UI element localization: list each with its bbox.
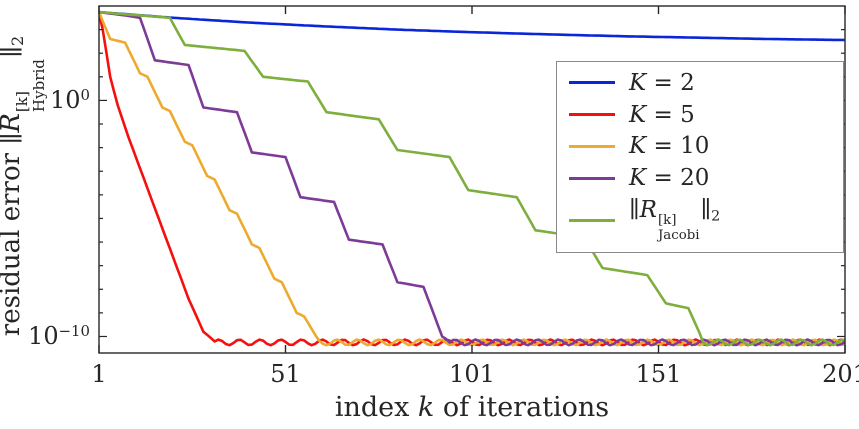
x-tick-label: 201 (822, 360, 859, 388)
math-part: ∥ (0, 46, 26, 58)
math-part: K (629, 133, 647, 160)
y-tick-label: 100 (50, 86, 90, 114)
math-part: 10 (49, 86, 81, 115)
legend-label: K = 5 (629, 102, 695, 128)
legend-line-sample (569, 176, 615, 180)
legend-entry: K = 5 (557, 102, 843, 128)
legend-line-sample (569, 218, 615, 222)
legend-line-sample (569, 81, 615, 85)
y-tick-label: 10−10 (28, 322, 90, 350)
math-part: 0 (80, 86, 90, 105)
x-tick-label: 151 (635, 360, 682, 388)
legend-entry: K = 20 (557, 165, 843, 191)
math-part: of iterations (434, 392, 610, 423)
math-part: K (629, 101, 647, 128)
math-part: K (629, 69, 647, 96)
series-line-k-2 (99, 10, 845, 42)
math-part: k (417, 392, 435, 423)
math-part: = 5 (646, 101, 695, 128)
math-part: 2 (8, 35, 27, 47)
x-tick-label: 1 (91, 360, 107, 388)
y-axis-label: residual error ∥R[k]Hybrid∥2 (0, 36, 48, 336)
math-part: ∥ (700, 196, 712, 223)
legend-entry: ∥R [k] Jacobi ∥2 (557, 197, 843, 244)
math-part: index (334, 392, 418, 423)
math-part: = 2 (646, 69, 695, 96)
math-part: residual error (0, 152, 26, 337)
legend-label: ∥R [k] Jacobi ∥2 (629, 197, 720, 244)
math-part: K (629, 165, 647, 192)
legend-label: K = 20 (629, 165, 709, 191)
math-part: [k] Jacobi (657, 213, 700, 244)
x-tick-label: 101 (449, 360, 495, 388)
math-part: R (0, 113, 26, 133)
math-part: −10 (58, 322, 90, 341)
legend-entry: K = 2 (557, 70, 843, 96)
math-part: = 10 (646, 133, 710, 160)
math-part: 10 (28, 322, 59, 351)
math-part: = 20 (646, 165, 710, 192)
legend-entry: K = 10 (557, 133, 843, 159)
math-part: R (639, 196, 657, 223)
legend-label: K = 10 (629, 133, 709, 159)
series-line-jacobi-residual (99, 10, 845, 347)
legend-label: K = 2 (629, 70, 695, 96)
legend-line-sample (569, 113, 615, 117)
x-tick-label: 51 (270, 360, 301, 388)
math-part: 2 (711, 208, 721, 225)
math-part: ∥ (0, 133, 26, 145)
math-part: [k] Hybrid (13, 59, 49, 113)
legend-line-sample (569, 144, 615, 148)
x-axis-label: index k of iterations (99, 392, 845, 423)
math-part: ∥ (629, 196, 640, 223)
